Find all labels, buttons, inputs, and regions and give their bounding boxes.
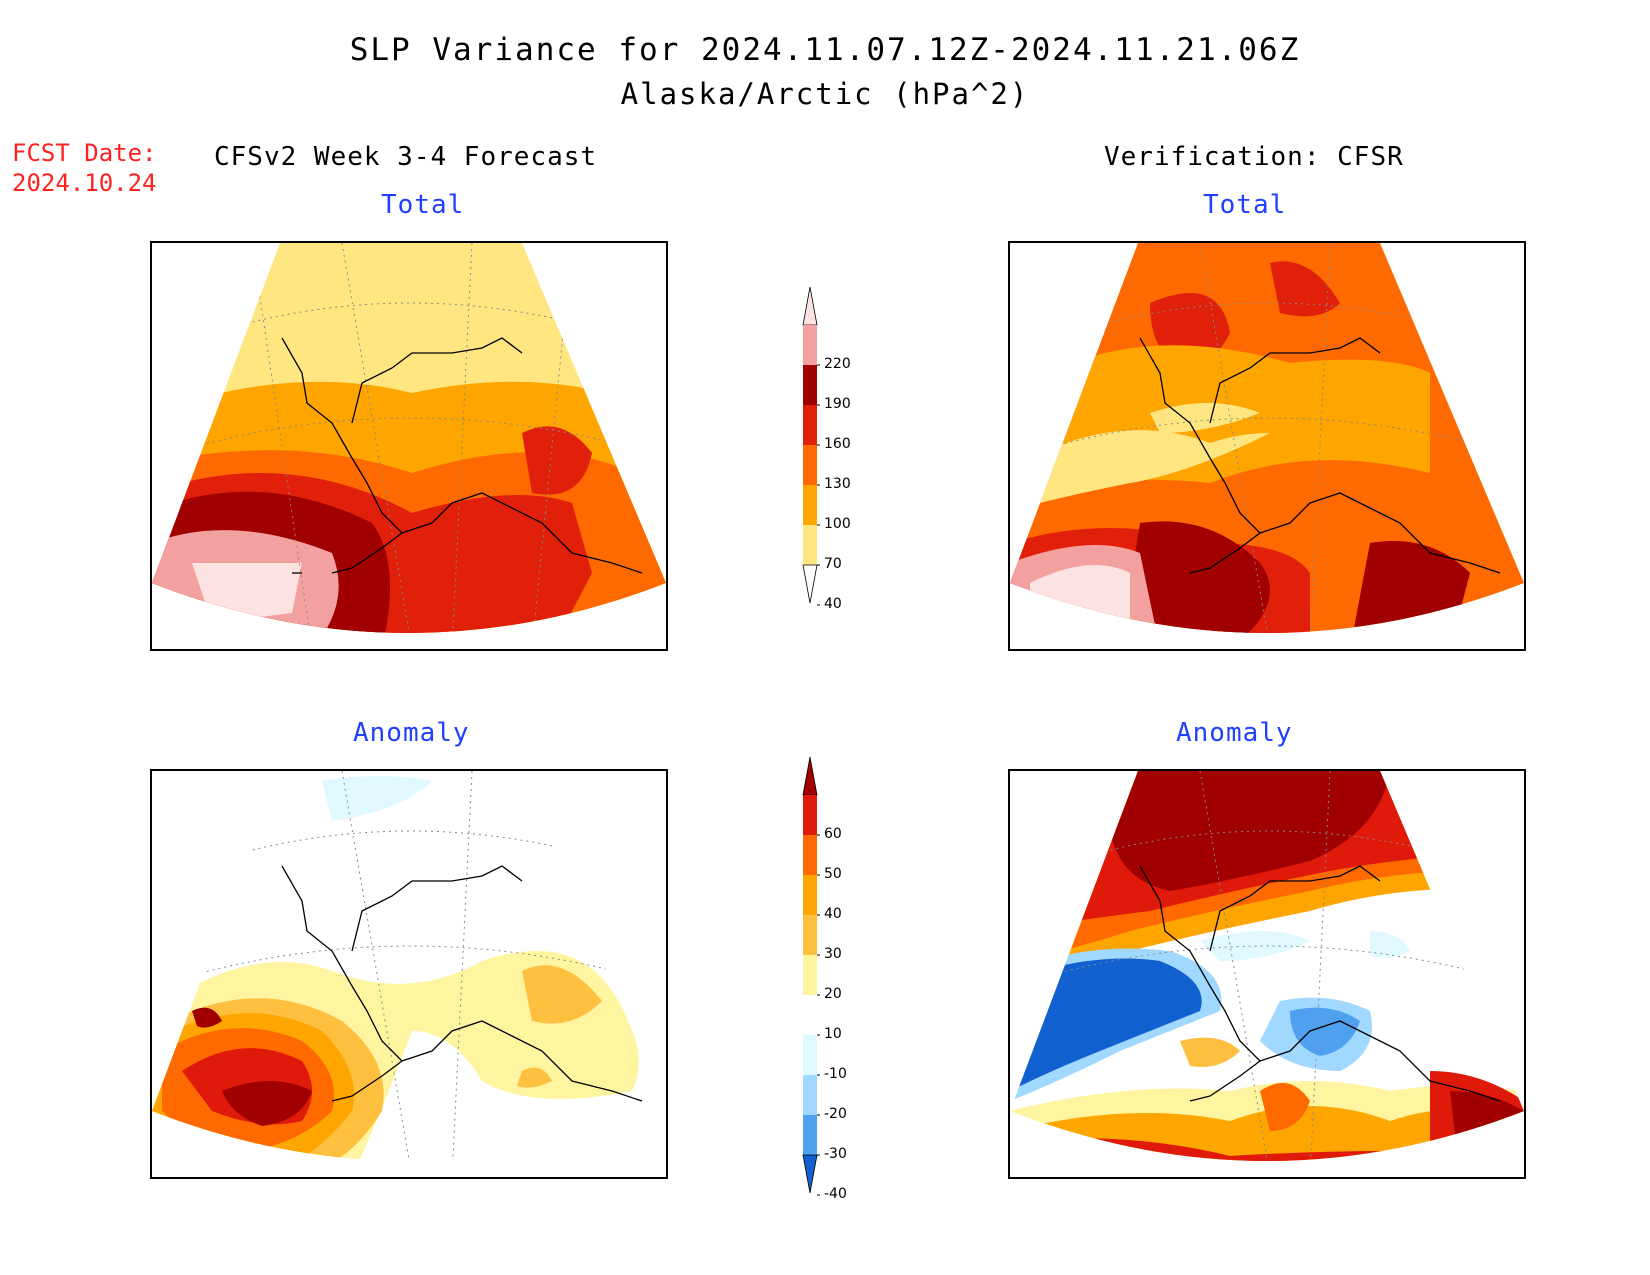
main-title: SLP Variance for 2024.11.07.12Z-2024.11.… bbox=[349, 32, 1301, 68]
colorbar-anomaly-label: 20 bbox=[824, 986, 842, 1002]
colorbar-total-swatch bbox=[803, 365, 817, 405]
colorbar-anomaly-swatch bbox=[803, 915, 817, 955]
colorbar-anomaly: 60 50 40 30 20 10 -10 -20 -30 -40 bbox=[800, 755, 860, 1205]
top-left-subtitle: Total bbox=[381, 190, 465, 220]
map-verification-anomaly bbox=[1008, 769, 1526, 1179]
colorbar-total-swatch bbox=[803, 325, 817, 365]
top-right-subtitle: Total bbox=[1203, 190, 1287, 220]
colorbar-anomaly-label: 30 bbox=[824, 946, 842, 962]
map-forecast-anomaly bbox=[150, 769, 668, 1179]
right-header: Verification: CFSR bbox=[1104, 142, 1404, 172]
colorbar-total-label: 160 bbox=[824, 436, 851, 452]
colorbar-anomaly-label: 40 bbox=[824, 906, 842, 922]
colorbar-total-bottom-tip bbox=[802, 564, 818, 604]
colorbar-total-label: 130 bbox=[824, 476, 851, 492]
colorbar-total-label: 70 bbox=[824, 556, 842, 572]
colorbar-anomaly-swatch bbox=[803, 995, 817, 1035]
forecast-date-label: FCST Date: bbox=[12, 139, 157, 167]
colorbar-anomaly-label: 10 bbox=[824, 1026, 842, 1042]
colorbar-anomaly-swatch bbox=[803, 1035, 817, 1075]
colorbar-anomaly-bottom-tip bbox=[802, 1154, 818, 1194]
colorbar-total-swatch bbox=[803, 445, 817, 485]
colorbar-total-label: 100 bbox=[824, 516, 851, 532]
colorbar-anomaly-label: -20 bbox=[824, 1106, 847, 1122]
colorbar-anomaly-label: -40 bbox=[824, 1186, 847, 1202]
forecast-date-block: FCST Date: 2024.10.24 bbox=[12, 138, 157, 198]
colorbar-total-swatch bbox=[803, 525, 817, 565]
colorbar-total-label: 40 bbox=[824, 596, 842, 612]
colorbar-anomaly-label: -30 bbox=[824, 1146, 847, 1162]
colorbar-anomaly-label: -10 bbox=[824, 1066, 847, 1082]
colorbar-total: 220 190 160 130 100 70 40 bbox=[800, 285, 860, 615]
colorbar-anomaly-label: 60 bbox=[824, 826, 842, 842]
colorbar-total-swatch bbox=[803, 405, 817, 445]
colorbar-anomaly-swatch bbox=[803, 1115, 817, 1155]
map-forecast-total bbox=[150, 241, 668, 651]
left-header: CFSv2 Week 3-4 Forecast bbox=[214, 142, 598, 172]
colorbar-total-label: 190 bbox=[824, 396, 851, 412]
colorbar-anomaly-swatch bbox=[803, 875, 817, 915]
colorbar-total-label: 220 bbox=[824, 356, 851, 372]
bottom-right-subtitle: Anomaly bbox=[1176, 718, 1293, 748]
colorbar-anomaly-swatch bbox=[803, 835, 817, 875]
colorbar-anomaly-swatch bbox=[803, 795, 817, 835]
forecast-date-value: 2024.10.24 bbox=[12, 169, 157, 197]
bottom-left-subtitle: Anomaly bbox=[353, 718, 470, 748]
main-subtitle: Alaska/Arctic (hPa^2) bbox=[620, 77, 1030, 111]
colorbar-anomaly-swatch bbox=[803, 1075, 817, 1115]
colorbar-anomaly-top-tip bbox=[802, 756, 818, 796]
map-verification-total bbox=[1008, 241, 1526, 651]
colorbar-total-swatch bbox=[803, 485, 817, 525]
colorbar-total-top-tip bbox=[802, 286, 818, 326]
colorbar-anomaly-swatch bbox=[803, 955, 817, 995]
colorbar-anomaly-label: 50 bbox=[824, 866, 842, 882]
